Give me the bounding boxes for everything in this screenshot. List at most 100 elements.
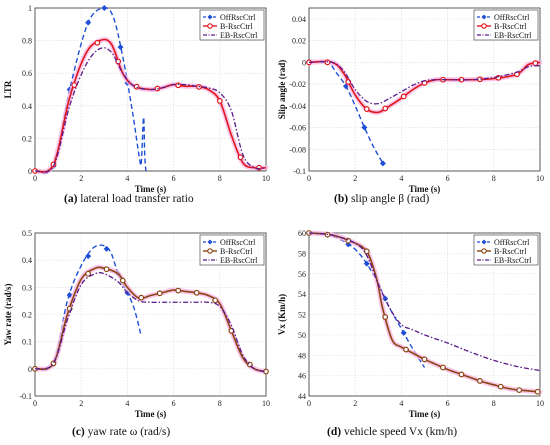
x-tick-label: 8 (492, 399, 496, 408)
legend-label: EB-RscCtrl (494, 256, 532, 265)
x-tick-label: 6 (446, 399, 450, 408)
data-point (85, 253, 92, 260)
x-tick-label: 4 (125, 174, 129, 183)
data-point (101, 5, 108, 11)
y-tick-label: 54 (298, 290, 306, 299)
y-tick-label: 46 (298, 372, 306, 381)
x-tick-label: 2 (353, 174, 357, 183)
legend-label: EB-RscCtrl (494, 31, 532, 40)
legend-marker (481, 14, 487, 20)
y-tick-label: -0.06 (289, 124, 306, 133)
y-tick-label: 0.02 (292, 37, 306, 46)
x-tick-label: 0 (33, 399, 37, 408)
x-tick-label: 10 (262, 399, 270, 408)
legend-label: EB-RscCtrl (220, 31, 258, 40)
y-tick-label: 0.4 (22, 256, 32, 265)
x-axis-label: Time (s) (409, 409, 441, 419)
x-tick-label: 4 (399, 399, 403, 408)
x-axis-label: Time (s) (135, 184, 167, 194)
legend-marker (481, 248, 487, 254)
data-point (532, 60, 539, 67)
series-line-eb-rscctrl (34, 47, 267, 173)
y-tick-label: 0.3 (22, 283, 32, 292)
legend-label: OffRscCtrl (220, 238, 256, 247)
x-tick-label: 2 (79, 399, 83, 408)
y-tick-label: 50 (298, 331, 306, 340)
y-tick-label: 0.6 (22, 69, 32, 78)
y-tick-label: 0 (28, 365, 32, 374)
y-tick-label: 0.2 (22, 134, 32, 143)
legend-label: EB-RscCtrl (220, 256, 258, 265)
series-halo (306, 59, 543, 115)
data-point (138, 294, 145, 301)
y-tick-label: 58 (298, 249, 306, 258)
x-tick-label: 0 (33, 174, 37, 183)
caption-b: (b) slip angle β (rad) (334, 193, 430, 205)
x-tick-label: 0 (307, 399, 311, 408)
legend-marker (481, 23, 487, 29)
x-tick-label: 4 (125, 399, 129, 408)
legend-label: OffRscCtrl (220, 13, 256, 22)
y-tick-label: 48 (298, 351, 306, 360)
data-point (400, 329, 407, 336)
x-tick-label: 0 (307, 174, 311, 183)
y-tick-label: 0.1 (22, 338, 32, 347)
data-point (71, 82, 78, 88)
y-axis-label: Slip angle (rad) (277, 60, 287, 120)
x-axis-label: Time (s) (135, 409, 167, 419)
y-tick-label: -0.04 (289, 102, 306, 111)
caption-a: (a) lateral load transfer ratio (64, 193, 194, 205)
y-tick-label: 52 (298, 311, 306, 320)
x-tick-label: 2 (353, 399, 357, 408)
y-tick-label: -0.02 (289, 80, 306, 89)
legend-marker (207, 239, 213, 245)
x-tick-label: 6 (446, 174, 450, 183)
series-line-eb-rscctrl (308, 61, 541, 105)
data-point (403, 346, 409, 353)
data-point (382, 105, 389, 112)
data-point (119, 277, 126, 284)
y-axis-label: LTR (3, 80, 13, 98)
data-point (175, 287, 182, 294)
y-tick-label: 56 (298, 270, 306, 279)
data-point (237, 154, 244, 161)
data-point (363, 106, 370, 112)
legend-label: B-RscCtrl (494, 22, 527, 31)
plot-frame (308, 7, 541, 172)
x-tick-label: 8 (218, 399, 222, 408)
legend-label: OffRscCtrl (494, 238, 530, 247)
data-point (477, 378, 483, 384)
x-tick-label: 6 (172, 399, 176, 408)
data-point (382, 314, 389, 320)
legend-marker (481, 239, 487, 245)
data-point (421, 356, 428, 363)
legend-label: B-RscCtrl (494, 247, 527, 256)
y-tick-label: 0.2 (22, 311, 32, 320)
data-point (216, 98, 223, 104)
series-line-b-rscctrl (34, 266, 267, 373)
data-point (193, 289, 200, 296)
y-axis-label: Yaw rate (rad/s) (3, 284, 13, 346)
y-tick-label: 0.8 (22, 37, 32, 46)
legend-label: OffRscCtrl (494, 13, 530, 22)
x-tick-label: 10 (536, 399, 544, 408)
data-point (256, 164, 262, 171)
data-point (94, 39, 101, 46)
chart-a: 0 2 4 6 8 10 0 0.2 0.4 0.6 0.8 1 Time (s) LTR OffRscCt… (3, 4, 270, 194)
data-point (363, 248, 370, 255)
data-point (175, 82, 182, 89)
legend-marker (207, 23, 213, 29)
data-point (458, 371, 465, 378)
data-point (361, 124, 368, 131)
plot-frame (34, 232, 267, 397)
data-point (117, 44, 124, 51)
plot-frame (34, 7, 267, 172)
series-line-eb-rscctrl (308, 232, 541, 372)
y-tick-label: -0.1 (19, 392, 32, 401)
data-point (85, 19, 92, 26)
y-tick-label: 0.04 (292, 15, 306, 24)
chart-b: 0 2 4 6 8 10 -0.1 -0.08 -0.06 -0.04 -0.02 0 0.02 0.04… (277, 7, 544, 194)
data-point (156, 290, 163, 297)
x-axis-label: Time (s) (409, 184, 441, 194)
